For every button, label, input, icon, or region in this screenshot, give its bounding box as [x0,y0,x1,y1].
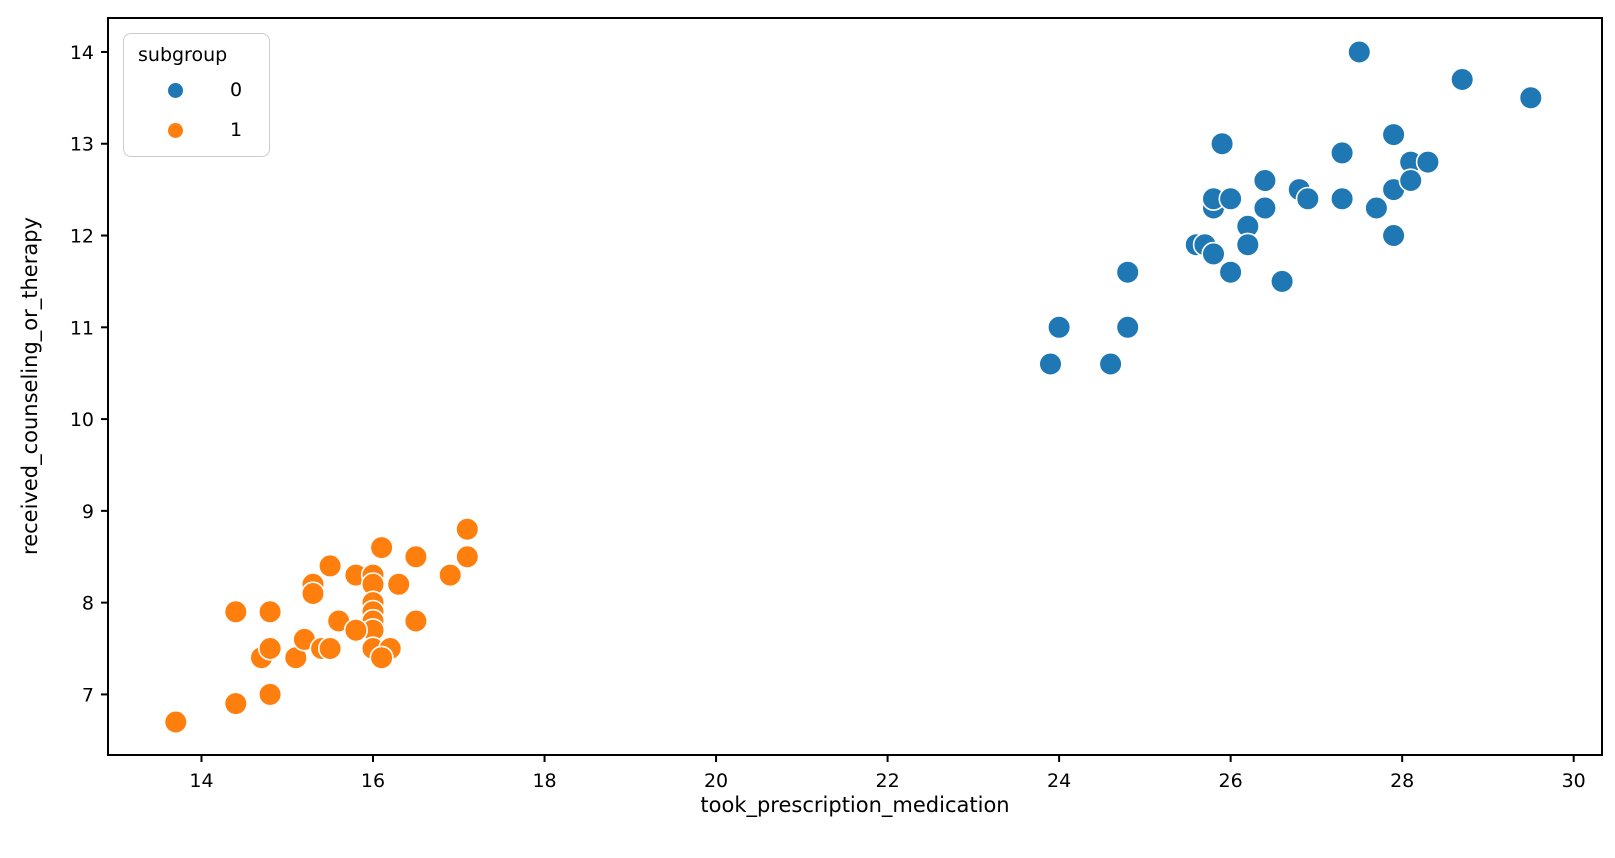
legend-title: subgroup [138,44,228,66]
data-point [300,581,326,606]
y-tick-label: 7 [82,684,94,706]
x-tick-label: 22 [875,770,899,792]
data-point [403,544,429,569]
y-tick-label: 8 [82,593,94,615]
data-point [1252,168,1277,193]
data-point [1295,186,1320,211]
data-point [318,636,343,661]
data-point [1398,168,1423,193]
data-point [1218,186,1243,211]
x-tick-label: 14 [189,770,213,792]
data-point [343,618,369,643]
y-axis-label: received_counseling_or_therapy [18,217,42,555]
x-tick-label: 30 [1562,770,1586,792]
data-point [1415,150,1440,175]
data-point [258,599,283,624]
data-point [1269,269,1295,294]
y-axis-ticks: 7 8 9 10 11 12 13 14 [70,42,108,706]
data-point [1381,122,1406,147]
legend-item-label: 1 [230,119,243,141]
data-point [223,599,248,624]
data-point [1364,195,1389,221]
legend-swatch-0-icon [168,82,183,98]
legend-swatch-1-icon [168,122,183,138]
data-points-subgroup-1 [163,517,480,735]
data-point [1347,39,1372,65]
y-tick-label: 12 [70,226,94,248]
data-point [1329,186,1355,211]
x-tick-label: 16 [361,770,385,792]
data-point [1115,260,1140,285]
data-point [1518,85,1543,110]
y-tick-label: 11 [70,317,94,339]
data-point [1209,131,1235,156]
x-axis-ticks: 14 16 18 20 22 24 26 28 30 [189,755,1586,792]
data-point [1201,241,1226,266]
x-tick-label: 24 [1047,770,1071,792]
data-point [455,517,480,542]
data-point [163,709,188,735]
data-point [223,691,248,716]
legend: subgroup 0 1 [123,33,270,157]
y-tick-label: 14 [70,42,94,64]
data-point [1381,223,1406,248]
x-tick-label: 20 [704,770,728,792]
data-point [386,572,411,597]
data-points-subgroup-0 [1038,39,1543,377]
x-axis-label: took_prescription_medication [700,793,1010,817]
x-tick-label: 26 [1219,770,1243,792]
data-point [1252,195,1277,221]
data-point [455,544,480,569]
data-point [369,535,394,560]
data-point [1235,232,1260,257]
legend-item-subgroup-0: 0 [124,70,269,110]
x-tick-label: 28 [1390,770,1414,792]
data-point [403,608,429,634]
data-point [438,562,463,588]
data-point [1038,351,1063,377]
data-point [258,636,283,661]
data-point [258,682,283,707]
data-point [1450,67,1475,92]
data-point [1329,140,1355,165]
y-tick-label: 13 [70,134,94,156]
legend-item-label: 0 [230,79,243,101]
y-tick-label: 9 [82,501,94,523]
y-tick-label: 10 [70,409,94,431]
data-point [1046,315,1072,340]
plot-border [107,17,1603,756]
data-point [369,645,394,670]
legend-item-subgroup-1: 1 [124,110,269,150]
data-point [1218,260,1243,285]
data-point [1115,315,1140,340]
data-point [318,553,343,579]
data-point [1098,351,1123,377]
x-tick-label: 18 [532,770,556,792]
